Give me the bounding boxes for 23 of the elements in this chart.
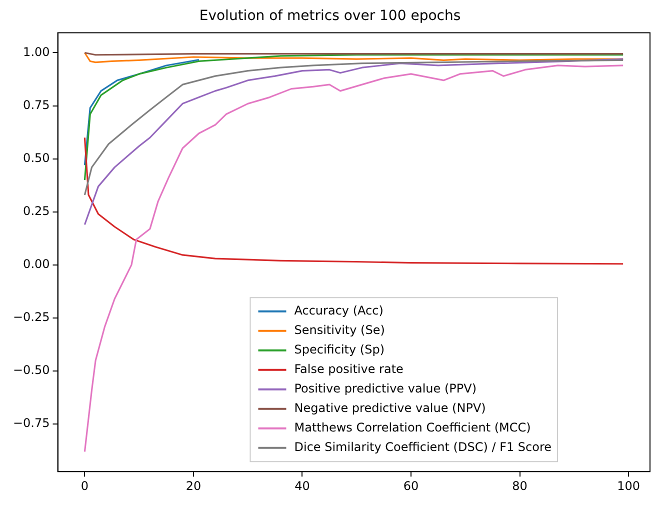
legend-label: Accuracy (Acc) — [294, 303, 384, 318]
y-tick-label: 0.50 — [23, 150, 50, 165]
legend-label: Sensitivity (Se) — [294, 322, 385, 337]
y-tick-label: −0.25 — [12, 310, 50, 324]
x-tick-label: 80 — [512, 478, 528, 493]
y-tick-label: 0.25 — [23, 204, 50, 218]
y-tick-label: −0.50 — [12, 363, 50, 378]
legend-label: Dice Similarity Coefficient (DSC) / F1 Score — [294, 440, 552, 454]
x-tick-label: 0 — [80, 478, 89, 493]
x-tick-label: 100 — [617, 478, 640, 493]
x-tick-label: 60 — [403, 478, 419, 493]
legend-label: Specificity (Sp) — [294, 342, 385, 356]
y-tick-label: 0.00 — [23, 257, 50, 272]
legend-label: False positive rate — [294, 362, 404, 376]
x-tick-label: 40 — [294, 478, 310, 493]
y-tick-label: 1.00 — [23, 44, 50, 59]
y-tick-label: −0.75 — [12, 416, 50, 430]
chart-title: Evolution of metrics over 100 epochs — [199, 8, 461, 24]
legend-label: Negative predictive value (NPV) — [294, 400, 486, 415]
legend-label: Positive predictive value (PPV) — [294, 381, 477, 396]
x-tick-label: 20 — [186, 478, 202, 493]
y-tick-label: 0.75 — [23, 98, 50, 112]
legend-label: Matthews Correlation Coefficient (MCC) — [294, 420, 531, 434]
